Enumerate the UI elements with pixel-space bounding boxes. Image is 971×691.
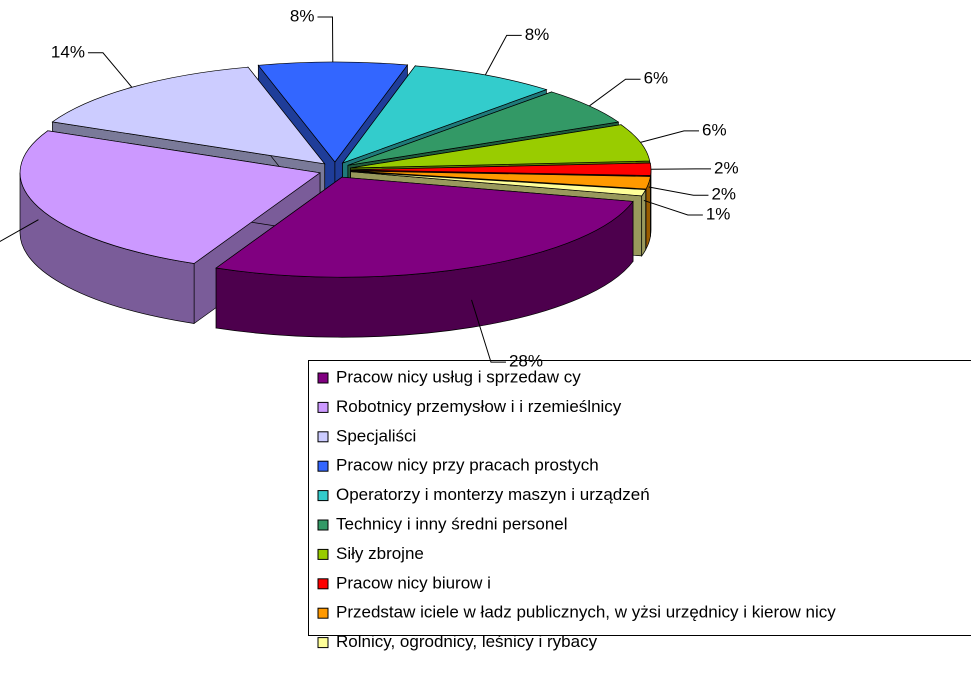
slice <box>19 130 321 264</box>
legend-swatch <box>317 607 329 619</box>
legend-label: Pracow nicy przy pracach prostych <box>336 456 599 475</box>
leader-line <box>640 130 700 143</box>
slice-wall <box>641 189 647 257</box>
data-label: 6% <box>702 120 727 139</box>
legend-swatch <box>317 431 329 443</box>
leader-line <box>87 52 133 88</box>
legend-label: Robotnicy przemysłow i i rzemieślnicy <box>336 397 622 416</box>
slice <box>350 124 651 169</box>
legend-label: Rolnicy, ogrodnicy, leśnicy i rybacy <box>336 632 598 651</box>
slice <box>350 170 651 190</box>
legend-label: Pracow nicy biurow i <box>336 573 491 592</box>
data-label: 8% <box>525 25 550 44</box>
slice <box>347 91 620 166</box>
legend-swatch <box>317 578 329 590</box>
data-label: 14% <box>51 42 85 61</box>
data-label: 28% <box>509 352 543 371</box>
legend-swatch <box>317 460 329 472</box>
data-label: 6% <box>644 69 669 88</box>
legend-swatch <box>317 490 329 502</box>
legend-swatch <box>317 519 329 531</box>
slice <box>350 171 647 197</box>
data-label: 2% <box>714 158 739 177</box>
legend-label: Technicy i inny średni personel <box>336 514 568 533</box>
data-label: 1% <box>706 204 731 223</box>
leader-line <box>471 299 506 363</box>
leader-line <box>648 186 709 196</box>
slice <box>350 162 652 176</box>
slice <box>51 66 326 165</box>
leader-line <box>589 78 641 107</box>
leader-line <box>643 199 703 216</box>
data-label: 8% <box>290 6 315 25</box>
slice <box>341 65 548 164</box>
legend-swatch <box>317 637 329 649</box>
leader-line <box>484 34 522 76</box>
legend-label: Specjaliści <box>336 426 416 445</box>
leader-line <box>317 16 334 63</box>
legend-swatch <box>317 401 329 413</box>
data-label: 2% <box>711 185 736 204</box>
slice <box>215 176 634 278</box>
slice <box>257 61 409 163</box>
leader-line <box>0 219 39 242</box>
legend-swatch <box>317 548 329 560</box>
legend-label: Siły zbrojne <box>336 544 424 563</box>
legend-box <box>308 360 971 636</box>
legend-label: Przedstaw iciele w ładz publicznych, w y… <box>336 603 836 622</box>
legend-swatch <box>317 372 329 384</box>
legend-label: Operatorzy i monterzy maszyn i urządzeń <box>336 485 650 504</box>
legend-label: Pracow nicy usług i sprzedaw cy <box>336 367 581 386</box>
